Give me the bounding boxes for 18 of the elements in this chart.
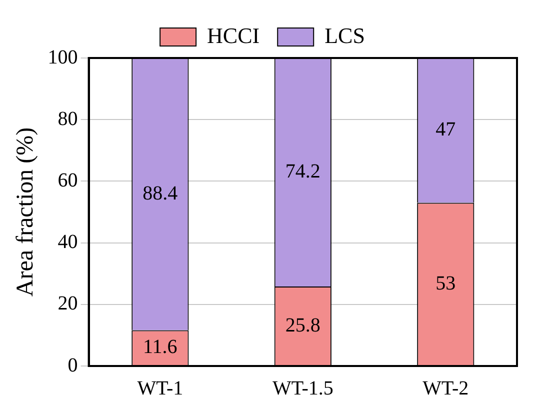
x-tick-label: WT-1 (137, 377, 184, 400)
data-label: 74.2 (285, 160, 320, 183)
data-label: 47 (436, 118, 456, 141)
data-label: 88.4 (142, 182, 178, 204)
y-tick-label: 80 (58, 108, 78, 130)
y-tick-label: 60 (58, 169, 78, 192)
data-label: 53 (436, 272, 456, 294)
y-tick-label: 40 (58, 231, 78, 254)
y-tick-label: 100 (48, 46, 78, 68)
x-tick-label: WT-1.5 (272, 377, 334, 400)
y-tick-label: 0 (68, 354, 78, 376)
y-axis-title: Area fraction (%) (12, 127, 39, 297)
legend-label: LCS (324, 22, 365, 48)
data-label: 11.6 (143, 336, 178, 358)
x-tick-label: WT-2 (422, 377, 469, 400)
y-tick-label: 20 (58, 292, 78, 315)
legend-label: HCCI (207, 22, 260, 48)
data-label: 25.8 (285, 314, 320, 336)
